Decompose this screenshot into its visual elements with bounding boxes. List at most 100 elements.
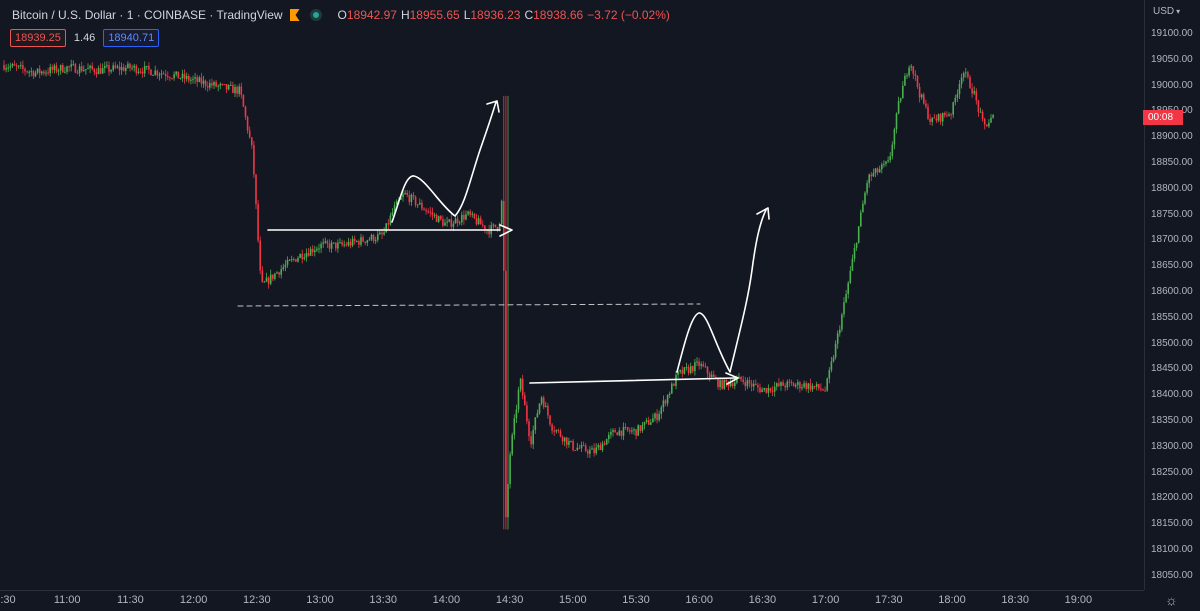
candle-up (461, 214, 463, 223)
candle-down (765, 388, 768, 393)
candle-up (897, 101, 900, 114)
candle-down (328, 243, 331, 249)
candle-down (164, 74, 167, 77)
price-tick-label: 19000.00 (1151, 79, 1193, 91)
price-tick-label: 18100.00 (1151, 544, 1193, 555)
candle-down (755, 383, 757, 385)
candle-down (927, 106, 929, 119)
time-axis[interactable]: :30 11:00 11:30 12:00 12:30 13:00 13:30 14:00 14… (0, 590, 1144, 611)
candle-down (93, 68, 96, 73)
buy-button[interactable]: 18940.71 (103, 29, 160, 47)
candle-up (960, 77, 963, 85)
spread-value: 1.46 (73, 32, 96, 44)
market-status-icon[interactable] (309, 9, 322, 21)
price-tick-label: 18550.00 (1151, 311, 1193, 323)
candle-up (366, 240, 369, 243)
candle-up (385, 223, 387, 233)
price-tick-label: 18800.00 (1151, 182, 1193, 194)
candle-up (437, 216, 440, 222)
candle-up (545, 405, 547, 408)
price-tick-label: 18700.00 (1151, 234, 1193, 246)
candle-up (694, 362, 696, 372)
candle-up (568, 441, 570, 445)
candle-down (698, 361, 700, 366)
candle-up (830, 361, 833, 371)
candle-up (322, 242, 324, 244)
candle-up (719, 380, 721, 388)
symbol-title[interactable]: Bitcoin / U.S. Dollar · 1 · COINBASE · T… (12, 8, 283, 22)
candle-up (515, 409, 518, 419)
candle-down (442, 219, 444, 226)
close-value: 18938.66 (533, 8, 584, 22)
time-tick-label: 12:30 (243, 594, 271, 606)
candle-down (528, 421, 530, 437)
candle-down (246, 116, 249, 131)
candle-up (78, 66, 81, 74)
candle-down (301, 254, 303, 259)
candle-down (450, 219, 453, 227)
candle-down (986, 124, 988, 127)
candle-up (20, 65, 22, 67)
candle-down (13, 64, 16, 66)
candle-up (815, 384, 818, 387)
time-tick-label: 11:00 (53, 594, 81, 606)
candle-up (194, 77, 196, 79)
candle-up (864, 192, 866, 204)
candle-up (152, 74, 154, 76)
candle-up (314, 250, 316, 253)
close-label: C (524, 8, 534, 22)
candle-up (872, 173, 875, 177)
candle-up (776, 383, 778, 387)
candle-down (778, 383, 780, 386)
candle-down (427, 211, 429, 213)
candle-down (692, 366, 694, 372)
candle-down (295, 259, 297, 262)
candle-up (555, 430, 558, 432)
time-tick-label: 19:00 (1064, 594, 1093, 606)
candle-up (309, 248, 312, 256)
candle-up (723, 379, 726, 389)
sell-button[interactable]: 18939.25 (10, 29, 66, 47)
flag-icon[interactable] (289, 9, 300, 21)
candle-up (433, 214, 436, 216)
candle-up (868, 174, 870, 184)
candle-up (811, 385, 814, 390)
candle-up (689, 366, 692, 374)
candle-up (467, 211, 469, 215)
candle-up (146, 65, 148, 67)
candle-down (933, 117, 936, 119)
candle-up (700, 364, 702, 366)
chart-settings-icon[interactable]: ☼ (1165, 592, 1178, 608)
candle-up (878, 169, 881, 173)
candle-up (595, 447, 597, 454)
candle-down (51, 66, 54, 70)
time-tick-label: 12:00 (179, 594, 208, 606)
price-tick-label: 18150.00 (1151, 518, 1193, 530)
candle-down (456, 218, 459, 224)
price-tick-label: 18400.00 (1151, 389, 1193, 401)
arrow-head-up-1 (486, 100, 500, 113)
candle-down (139, 71, 142, 73)
candle-down (257, 204, 259, 241)
candle-down (782, 382, 784, 386)
candle-up (954, 97, 957, 103)
candle-up (828, 370, 831, 379)
candle-down (206, 86, 209, 88)
candle-down (215, 81, 217, 87)
candle-down (967, 72, 969, 78)
chart-pane[interactable]: Bitcoin / U.S. Dollar · 1 · COINBASE · T… (0, 0, 1144, 590)
candle-up (263, 281, 266, 283)
candle-down (799, 382, 801, 389)
candle-up (641, 425, 644, 431)
candlestick-chart[interactable] (0, 0, 1144, 590)
price-axis[interactable]: USD▾ 19100.0019050.0019000.0018950.00189… (1143, 0, 1200, 590)
candle-up (668, 393, 671, 395)
candle-up (305, 253, 308, 258)
candle-up (752, 383, 755, 387)
candle-up (57, 70, 60, 72)
currency-selector[interactable]: USD ▾ (1153, 6, 1180, 17)
candle-up (631, 430, 633, 432)
arrow-head-right-1 (499, 224, 513, 237)
candle-down (813, 385, 816, 387)
candle-up (316, 248, 318, 251)
